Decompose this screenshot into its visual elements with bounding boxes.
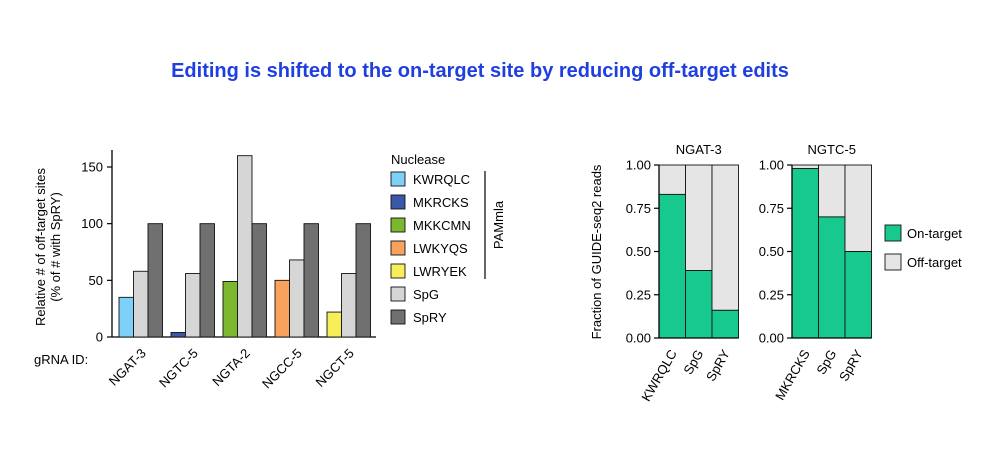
legend-label: SpRY [413, 310, 447, 325]
y-axis-label: Fraction of GUIDE-seq2 reads [589, 164, 604, 339]
x-tick-label: NGAT-3 [106, 346, 149, 389]
y-tick-label: 0.75 [759, 201, 784, 216]
bar-ngat-3-spg [133, 270, 149, 338]
legend-title: Nuclease [391, 152, 445, 167]
y-tick-label: 0.50 [759, 244, 784, 259]
y-axis-label-line: (% of # with SpRY) [48, 192, 63, 302]
bar-on-target-ngtc-5-spry [844, 251, 872, 339]
legend-label: LWKYQS [413, 241, 468, 256]
legend-swatch-kwrqlc [390, 171, 406, 187]
legend-swatch-mkrcks [390, 194, 406, 210]
right-stacked-chart: Fraction of GUIDE-seq2 reads NGAT-3 0.00 0.… [589, 142, 872, 404]
nuclease-legend: Nuclease KWRQLC MKRCKS MKKCMN LWKYQS LWRYEK Sp… [390, 152, 506, 325]
bar-on-target-ngtc-5-spg [818, 216, 846, 339]
legend-swatch-spg [390, 286, 406, 302]
legend-label: SpG [413, 287, 439, 302]
panel-title: NGTC-5 [808, 142, 856, 157]
bar-off-target-ngtc-5-spry [844, 164, 872, 252]
y-tick-label: 50 [89, 273, 103, 288]
x-tick-label: SpG [813, 347, 839, 377]
y-tick-label: 1.00 [626, 158, 651, 173]
bar-on-target-ngtc-5-mkrcks [791, 168, 819, 339]
bar-ngat-3-spry [147, 223, 163, 338]
target-legend: On-target Off-target [884, 224, 962, 271]
bar-ngta-2-spg [237, 155, 253, 338]
legend-swatch-lwryek [390, 263, 406, 279]
bar-ngtc-5-mkrcks [170, 332, 186, 338]
y-tick-label: 1.00 [759, 158, 784, 173]
x-tick-label: NGTC-5 [156, 346, 201, 391]
y-tick-label: 0.25 [759, 287, 784, 302]
bar-off-target-ngtc-5-spg [818, 164, 846, 218]
y-tick-label: 0.75 [626, 201, 651, 216]
x-tick-label: KWRQLC [638, 347, 680, 404]
bar-ngct-5-lwryek [326, 311, 342, 338]
y-tick-label: 0.50 [626, 244, 651, 259]
x-tick-label: NGTA-2 [209, 346, 253, 390]
y-tick-label: 150 [81, 160, 103, 175]
y-axis-label: Relative # of off-target sites(% of # wi… [33, 168, 63, 327]
x-tick-label: NGCC-5 [259, 346, 305, 392]
legend-label: MKKCMN [413, 218, 471, 233]
bar-off-target-ngat-3-spry [711, 164, 739, 311]
bar-ngct-5-spry [355, 223, 371, 338]
y-tick-label: 0.00 [626, 331, 651, 346]
x-tick-label: MKRCKS [772, 347, 813, 403]
x-tick-label: SpRY [836, 347, 866, 384]
legend-bracket-label: PAMmla [491, 200, 506, 249]
legend-swatch-spry [390, 309, 406, 325]
bar-ngta-2-spry [251, 223, 267, 338]
legend-label: Off-target [907, 255, 962, 270]
page-title: Editing is shifted to the on-target site… [171, 60, 789, 82]
legend-label: On-target [907, 226, 962, 241]
bar-off-target-ngat-3-spg [685, 164, 713, 271]
bar-ngat-3-kwrqlc [118, 296, 134, 338]
bar-ngcc-5-spry [303, 223, 319, 338]
legend-label: KWRQLC [413, 172, 470, 187]
y-axis-label-line: Relative # of off-target sites [33, 168, 48, 327]
y-tick-label: 100 [81, 216, 103, 231]
y-tick-label: 0.25 [626, 287, 651, 302]
legend-swatch-on-target [884, 224, 902, 242]
bar-ngtc-5-spry [199, 223, 215, 338]
left-bar-chart: 0 50 100 150 Relative # of off-target sites(… [33, 150, 376, 391]
bar-ngcc-5-spg [289, 259, 305, 338]
y-tick-label: 0 [96, 330, 103, 345]
legend-label: LWRYEK [413, 264, 467, 279]
bar-ngcc-5-lwkyqs [274, 279, 290, 338]
panel-title: NGAT-3 [676, 142, 722, 157]
x-tick-label: SpRY [703, 347, 733, 384]
row-label: gRNA ID: [34, 352, 88, 367]
bar-on-target-ngat-3-spg [685, 270, 713, 339]
legend-swatch-mkkcmn [390, 217, 406, 233]
legend-swatch-lwkyqs [390, 240, 406, 256]
bar-on-target-ngat-3-spry [711, 309, 739, 339]
bar-ngct-5-spg [341, 273, 357, 338]
bar-ngta-2-mkkcmn [222, 281, 238, 338]
y-tick-label: 0.00 [759, 331, 784, 346]
bar-ngtc-5-spg [185, 273, 201, 338]
x-tick-label: SpG [680, 347, 706, 377]
bar-off-target-ngtc-5-mkrcks [791, 164, 819, 169]
legend-label: MKRCKS [413, 195, 469, 210]
x-tick-label: NGCT-5 [313, 346, 357, 390]
bar-off-target-ngat-3-kwrqlc [658, 164, 686, 195]
legend-swatch-off-target [884, 253, 902, 271]
bar-on-target-ngat-3-kwrqlc [658, 193, 686, 339]
